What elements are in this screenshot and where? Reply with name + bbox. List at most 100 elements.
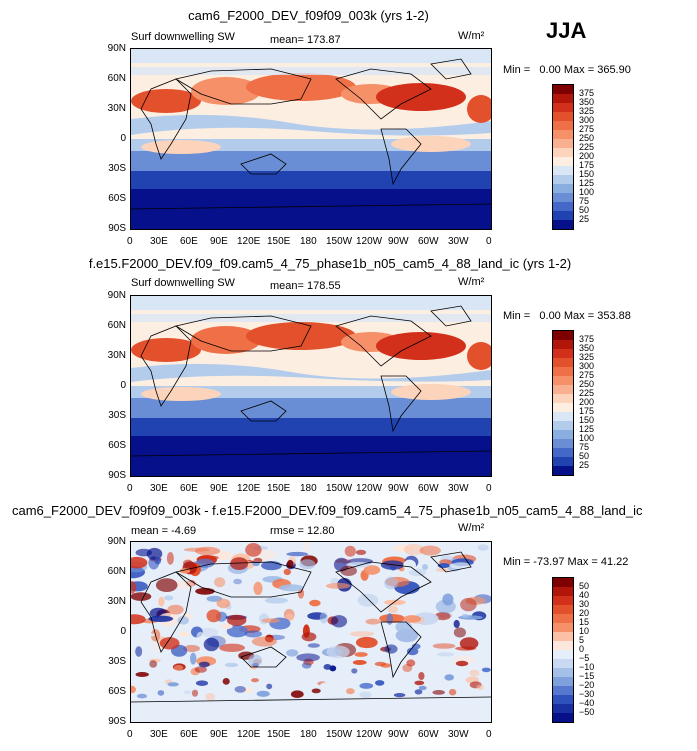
colorbar-label: −10 — [579, 662, 595, 672]
lon-tick: 180 — [300, 729, 317, 740]
mean-stat: mean= 178.55 — [270, 280, 341, 292]
colorbar-label: 10 — [579, 626, 590, 636]
units-label: W/m² — [458, 30, 485, 42]
lon-tick: 30W — [448, 729, 469, 740]
lon-axis: 0 30E 60E 90E 120E 150E 180 150W 120W 90… — [127, 236, 492, 250]
colorbar-swatch — [553, 587, 573, 596]
colorbar-label: 125 — [579, 178, 595, 188]
max-label: Max = — [563, 64, 595, 76]
colorbar-label: −50 — [579, 707, 595, 717]
colorbar: 375 350 325 300 275 250 225 200 175 150 125 100 75 50… — [552, 84, 594, 230]
lat-tick: 30S — [108, 656, 126, 667]
panel-title: cam6_F2000_DEV_f09f09_003k - f.e15.F2000… — [12, 503, 643, 518]
colorbar-swatch — [553, 349, 573, 358]
colorbar-label: 5 — [579, 635, 585, 645]
map-plot — [130, 48, 492, 230]
colorbar-swatch — [553, 121, 573, 130]
colorbar-swatch — [553, 695, 573, 704]
lon-axis: 0 30E 60E 90E 120E 150E 180 150W 120W 90… — [127, 483, 492, 497]
map-field — [131, 542, 491, 722]
max-label: Max = — [567, 556, 598, 568]
lat-tick: 90N — [107, 536, 126, 547]
max-value: 365.90 — [597, 64, 631, 76]
colorbar-swatch — [553, 466, 573, 475]
lat-tick: 30S — [108, 163, 126, 174]
lon-tick: 60W — [418, 236, 439, 247]
lat-tick: 60S — [108, 686, 126, 697]
colorbar-swatch — [553, 331, 573, 340]
colorbar-swatch — [553, 376, 573, 385]
colorbar-swatch — [553, 157, 573, 166]
min-label: Min = — [503, 64, 531, 76]
colorbar-swatch — [553, 421, 573, 430]
mean-value: -4.69 — [171, 525, 197, 537]
mean-stat: mean= 173.87 — [270, 34, 341, 46]
map-plot — [130, 541, 492, 723]
colorbar-label: 15 — [579, 617, 590, 627]
lat-tick: 90N — [107, 43, 126, 54]
colorbar-swatch — [553, 175, 573, 184]
colorbar-swatch — [553, 614, 573, 623]
colorbar-swatch — [553, 103, 573, 112]
units-label: W/m² — [458, 276, 485, 288]
lon-tick: 150W — [326, 236, 353, 247]
colorbar-swatch — [553, 94, 573, 103]
lon-tick: 120E — [237, 236, 261, 247]
panel-1: cam6_F2000_DEV_f09f09_003k (yrs 1-2) Sur… — [0, 0, 697, 247]
colorbar-label: 0 — [579, 644, 585, 654]
variable-label: Surf downwelling SW — [131, 277, 235, 289]
colorbar-label: 350 — [579, 97, 595, 107]
season-label: JJA — [546, 18, 587, 43]
colorbar-swatch — [553, 677, 573, 686]
lat-tick: 60S — [108, 193, 126, 204]
colorbar-swatch — [553, 596, 573, 605]
max-value: 41.22 — [600, 556, 629, 568]
colorbar-label: 325 — [579, 352, 595, 362]
colorbar-swatch — [553, 193, 573, 202]
min-value: 0.00 — [539, 64, 561, 76]
lat-tick: 30N — [107, 103, 126, 114]
lon-tick: 30W — [448, 236, 469, 247]
colorbar-label: 150 — [579, 415, 595, 425]
colorbar-label: 225 — [579, 388, 595, 398]
lat-axis: 90N 60N 30N 0 30S 60S 90S — [96, 536, 126, 727]
map-field — [131, 49, 491, 229]
colorbar-swatch — [553, 713, 573, 722]
lat-tick: 30N — [107, 350, 126, 361]
colorbar-label: 175 — [579, 160, 595, 170]
colorbar-label: 175 — [579, 406, 595, 416]
lon-tick: 150E — [267, 483, 291, 494]
colorbar-label: −40 — [579, 698, 595, 708]
lon-tick: 0 — [127, 483, 133, 494]
colorbar-label: 275 — [579, 124, 595, 134]
mean-label: mean= — [270, 34, 304, 46]
lat-tick: 90S — [108, 716, 126, 727]
lon-tick: 90W — [388, 483, 409, 494]
lon-tick: 90E — [210, 729, 228, 740]
lon-tick: 60E — [180, 729, 198, 740]
lon-tick: 60W — [418, 483, 439, 494]
colorbar-swatch — [553, 623, 573, 632]
lon-tick: 0 — [127, 236, 133, 247]
colorbar-swatch — [553, 112, 573, 121]
colorbar-label: 250 — [579, 379, 595, 389]
min-max-label: Min = 0.00 Max = 353.88 — [503, 310, 631, 322]
lon-tick: 150W — [326, 483, 353, 494]
colorbar-swatch — [553, 367, 573, 376]
panel-2: f.e15.F2000_DEV.f09_f09.cam5_4_75_phase1… — [88, 256, 631, 497]
lat-tick: 90S — [108, 223, 126, 234]
colorbar: 50 40 30 20 15 10 5 0 −5 −10 −15 −20 −30 −40 −50 — [552, 577, 594, 723]
panel-title: f.e15.F2000_DEV.f09_f09.cam5_4_75_phase1… — [88, 256, 572, 271]
lat-tick: 60N — [107, 566, 126, 577]
lon-tick: 30E — [150, 729, 168, 740]
lat-tick: 30S — [108, 410, 126, 421]
colorbar-label: 150 — [579, 169, 595, 179]
colorbar-label: 50 — [579, 205, 590, 215]
lon-tick: 0 — [486, 236, 492, 247]
colorbar-swatch — [553, 448, 573, 457]
lon-tick: 150W — [326, 729, 353, 740]
map-plot — [130, 295, 492, 477]
colorbar-swatch — [553, 130, 573, 139]
colorbar-swatch — [553, 412, 573, 421]
colorbar-label: 375 — [579, 334, 595, 344]
